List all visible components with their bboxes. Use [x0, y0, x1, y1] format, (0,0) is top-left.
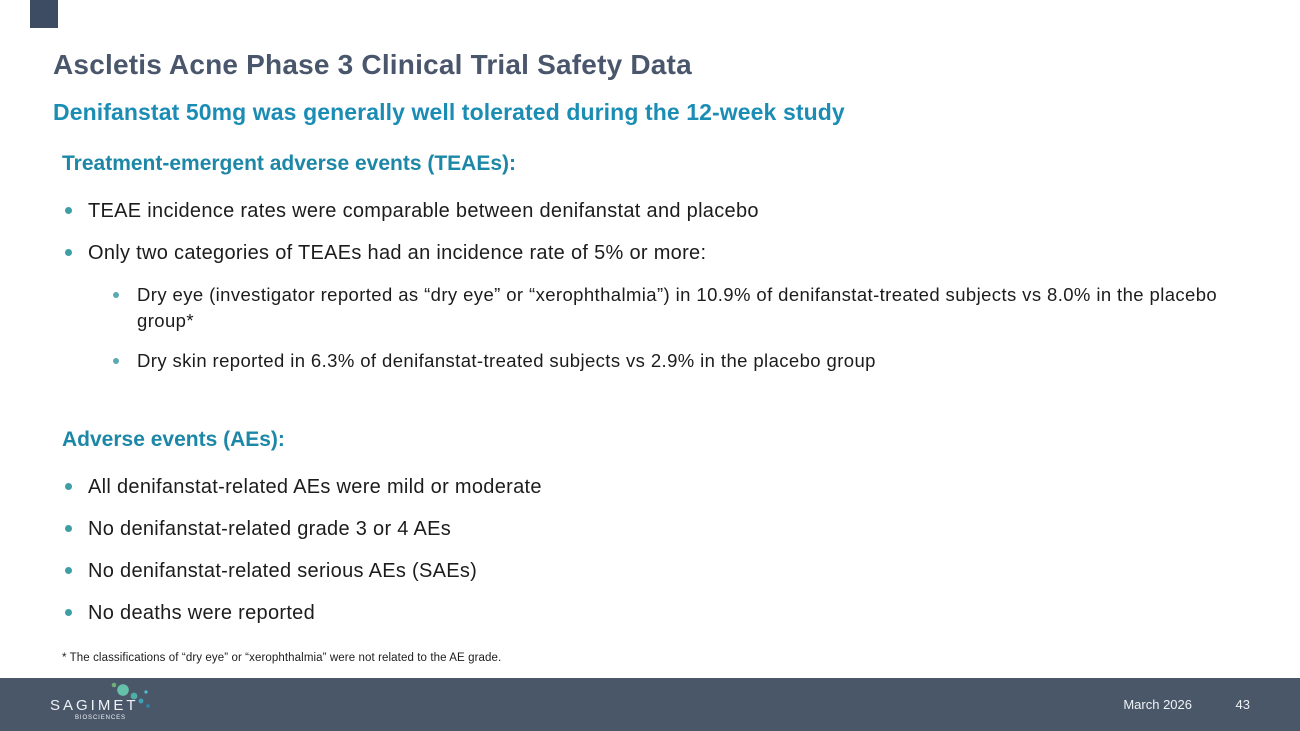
bullet-item: No deaths were reported [62, 601, 1228, 625]
sub-bullet-text: Dry eye (investigator reported as “dry e… [137, 284, 1218, 331]
bullet-icon [65, 483, 72, 490]
bullet-icon [65, 609, 72, 616]
bullet-item: Only two categories of TEAEs had an inci… [62, 241, 1228, 388]
bullet-text: No denifanstat-related grade 3 or 4 AEs [88, 518, 452, 540]
bullet-text: All denifanstat-related AEs were mild or… [88, 476, 542, 498]
sub-bullet-icon [113, 292, 119, 298]
sagimet-logo: SAGIMET BIOSCIENCES [50, 678, 180, 731]
sub-bullet-icon [113, 358, 119, 364]
bullet-item: No denifanstat-related grade 3 or 4 AEs [62, 517, 1228, 541]
bullet-text: No denifanstat-related serious AEs (SAEs… [88, 560, 478, 582]
sub-bullet-item: Dry skin reported in 6.3% of denifanstat… [113, 348, 1228, 374]
content-section: Treatment-emergent adverse events (TEAEs… [62, 152, 1228, 388]
footer-date: March 2026 [1123, 697, 1192, 712]
sub-bullet-item: Dry eye (investigator reported as “dry e… [113, 282, 1228, 334]
bullet-icon [65, 207, 72, 214]
page-subtitle: Denifanstat 50mg was generally well tole… [53, 99, 845, 125]
page-title: Ascletis Acne Phase 3 Clinical Trial Saf… [53, 49, 692, 80]
bullet-icon [65, 525, 72, 532]
logo-dots-icon [111, 682, 150, 708]
logo-tagline: BIOSCIENCES [75, 715, 126, 721]
bullet-list: All denifanstat-related AEs were mild or… [62, 475, 1228, 625]
bullet-icon [65, 567, 72, 574]
footnote: * The classifications of “dry eye” or “x… [62, 652, 502, 664]
bullet-list: TEAE incidence rates were comparable bet… [62, 199, 1228, 388]
slide-body: Treatment-emergent adverse events (TEAEs… [62, 152, 1228, 643]
page-number: 43 [1235, 697, 1250, 712]
bullet-item: TEAE incidence rates were comparable bet… [62, 199, 1228, 223]
bullet-text: Only two categories of TEAEs had an inci… [88, 242, 707, 264]
sub-bullet-list: Dry eye (investigator reported as “dry e… [88, 282, 1228, 374]
corner-accent-square [30, 0, 58, 28]
bullet-text: No deaths were reported [88, 602, 316, 624]
footer-bar: SAGIMET BIOSCIENCES March 2026 43 [0, 678, 1300, 731]
bullet-text: TEAE incidence rates were comparable bet… [88, 200, 759, 222]
section-heading: Adverse events (AEs): [62, 428, 285, 451]
bullet-icon [65, 249, 72, 256]
bullet-item: No denifanstat-related serious AEs (SAEs… [62, 559, 1228, 583]
section-heading: Treatment-emergent adverse events (TEAEs… [62, 152, 516, 175]
content-section: Adverse events (AEs): All denifanstat-rel… [62, 428, 1228, 625]
logo-wordmark: SAGIMET [50, 697, 139, 714]
bullet-item: All denifanstat-related AEs were mild or… [62, 475, 1228, 499]
sub-bullet-text: Dry skin reported in 6.3% of denifanstat… [137, 350, 876, 371]
